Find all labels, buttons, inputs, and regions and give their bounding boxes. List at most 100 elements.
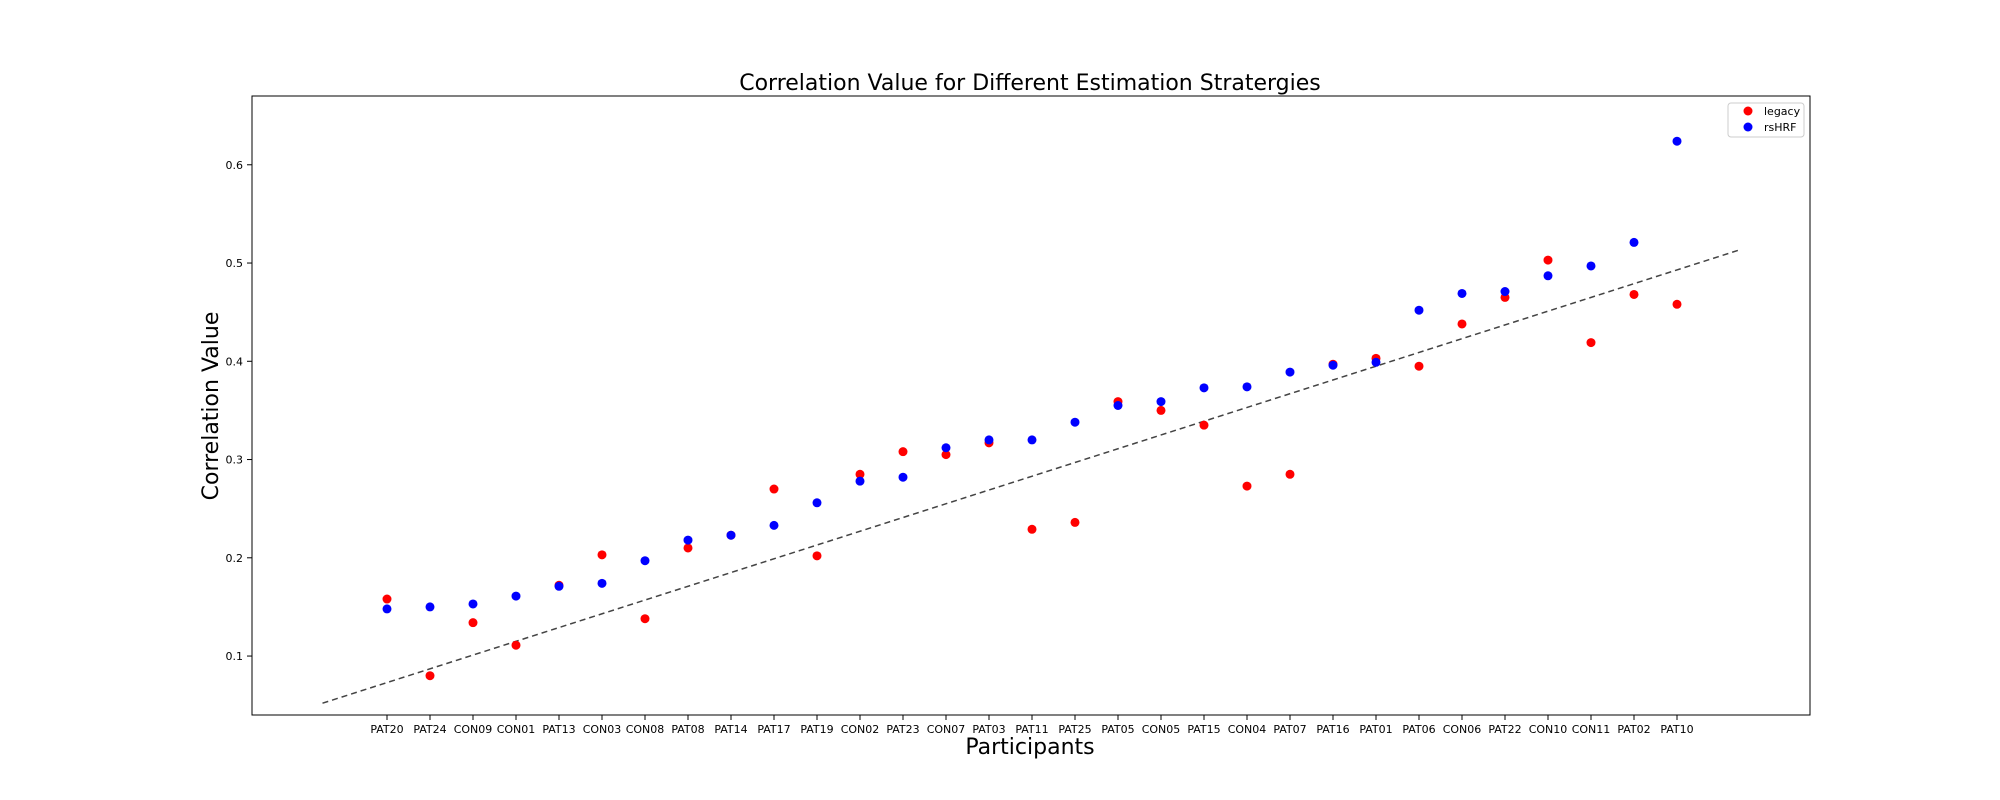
- data-point-rshrf: [425, 602, 435, 612]
- data-point-legacy: [855, 469, 865, 479]
- x-tick-label: PAT13: [542, 723, 575, 736]
- data-point-legacy: [941, 450, 951, 460]
- x-tick-label: CON03: [583, 723, 622, 736]
- plot-frame: [251, 95, 1811, 716]
- data-point-legacy: [1414, 361, 1424, 371]
- x-tick-label: PAT02: [1617, 723, 1650, 736]
- data-point-rshrf: [468, 599, 478, 609]
- x-tick-label: CON04: [1228, 723, 1267, 736]
- data-point-rshrf: [769, 520, 779, 530]
- data-point-legacy: [1070, 517, 1080, 527]
- x-tick-label: PAT10: [1660, 723, 1693, 736]
- y-tick-label: 0.2: [226, 552, 244, 565]
- x-tick-label: CON10: [1529, 723, 1568, 736]
- x-tick-label: PAT25: [1058, 723, 1091, 736]
- x-tick-label: CON07: [927, 723, 966, 736]
- data-point-legacy: [1027, 524, 1037, 534]
- data-point-rshrf: [683, 535, 693, 545]
- data-point-legacy: [898, 447, 908, 457]
- data-point-rshrf: [941, 443, 951, 453]
- x-tick-label: CON02: [841, 723, 880, 736]
- data-point-rshrf: [812, 498, 822, 508]
- x-tick-label: PAT06: [1402, 723, 1435, 736]
- data-point-rshrf: [640, 556, 650, 566]
- x-tick-label: PAT15: [1187, 723, 1220, 736]
- x-tick-label: CON06: [1443, 723, 1482, 736]
- y-tick-label: 0.4: [226, 355, 244, 368]
- data-point-legacy: [1156, 405, 1166, 415]
- data-point-legacy: [1543, 255, 1553, 265]
- x-tick-label: CON11: [1572, 723, 1611, 736]
- x-tick-label: PAT07: [1273, 723, 1306, 736]
- x-tick-label: PAT05: [1101, 723, 1134, 736]
- data-point-rshrf: [382, 604, 392, 614]
- y-tick-label: 0.3: [226, 454, 244, 467]
- data-point-rshrf: [1629, 237, 1639, 247]
- data-point-legacy: [640, 614, 650, 624]
- data-point-legacy: [468, 618, 478, 628]
- x-tick-label: PAT14: [714, 723, 747, 736]
- x-tick-label: PAT20: [370, 723, 403, 736]
- data-point-rshrf: [898, 472, 908, 482]
- x-tick-label: PAT24: [413, 723, 446, 736]
- data-point-legacy: [683, 543, 693, 553]
- data-point-legacy: [1199, 420, 1209, 430]
- x-tick-label: PAT11: [1015, 723, 1048, 736]
- legend-marker-rshrf: [1743, 122, 1753, 132]
- data-point-rshrf: [1027, 435, 1037, 445]
- data-point-rshrf: [1156, 397, 1166, 407]
- legend-label: legacy: [1764, 105, 1801, 118]
- x-tick-label: PAT19: [800, 723, 833, 736]
- data-point-legacy: [769, 484, 779, 494]
- data-point-legacy: [382, 594, 392, 604]
- x-tick-label: PAT08: [671, 723, 704, 736]
- x-tick-label: PAT17: [757, 723, 790, 736]
- legend-marker-legacy: [1743, 106, 1753, 116]
- data-point-legacy: [1672, 299, 1682, 309]
- data-point-rshrf: [1113, 401, 1123, 410]
- data-point-legacy: [425, 671, 435, 681]
- data-point-rshrf: [1500, 287, 1510, 297]
- data-point-legacy: [511, 640, 521, 650]
- trend-line: [322, 248, 1742, 704]
- legend-label: rsHRF: [1764, 121, 1797, 134]
- data-point-rshrf: [1543, 271, 1553, 281]
- data-point-rshrf: [511, 591, 521, 601]
- data-point-rshrf: [1199, 383, 1209, 393]
- data-point-rshrf: [1586, 261, 1596, 271]
- y-axis-label: Correlation Value: [199, 312, 224, 501]
- data-point-rshrf: [597, 578, 607, 588]
- x-axis: PAT20 PAT24 CON09 CON01 PAT13 CON03 CON08 PAT08…: [370, 715, 1694, 736]
- data-point-legacy: [1285, 469, 1295, 479]
- data-points: [382, 136, 1682, 681]
- x-tick-label: CON01: [497, 723, 536, 736]
- data-point-legacy: [1242, 481, 1252, 491]
- data-point-legacy: [1457, 319, 1467, 329]
- x-tick-label: PAT03: [972, 723, 1005, 736]
- data-point-rshrf: [1070, 417, 1080, 427]
- data-point-rshrf: [1242, 382, 1252, 392]
- data-point-rshrf: [1414, 305, 1424, 315]
- x-axis-label: Participants: [965, 735, 1094, 760]
- data-point-rshrf: [1328, 360, 1338, 370]
- y-axis: 0.1 0.2 0.3 0.4 0.5 0.6: [226, 159, 252, 663]
- chart-title: Correlation Value for Different Estimati…: [739, 71, 1321, 96]
- x-tick-label: PAT22: [1488, 723, 1521, 736]
- data-point-rshrf: [554, 581, 564, 591]
- y-tick-label: 0.6: [226, 159, 244, 172]
- y-tick-label: 0.5: [226, 257, 244, 270]
- x-tick-label: CON09: [454, 723, 493, 736]
- x-tick-label: PAT23: [886, 723, 919, 736]
- x-tick-label: CON05: [1142, 723, 1181, 736]
- data-point-rshrf: [855, 476, 865, 486]
- data-point-legacy: [597, 550, 607, 560]
- x-tick-label: PAT16: [1316, 723, 1349, 736]
- data-point-rshrf: [1371, 357, 1381, 367]
- x-tick-label: CON08: [626, 723, 665, 736]
- y-tick-label: 0.1: [226, 650, 244, 663]
- data-point-rshrf: [984, 435, 994, 445]
- x-tick-label: PAT01: [1359, 723, 1392, 736]
- data-point-legacy: [1629, 289, 1639, 299]
- data-point-legacy: [1586, 338, 1596, 348]
